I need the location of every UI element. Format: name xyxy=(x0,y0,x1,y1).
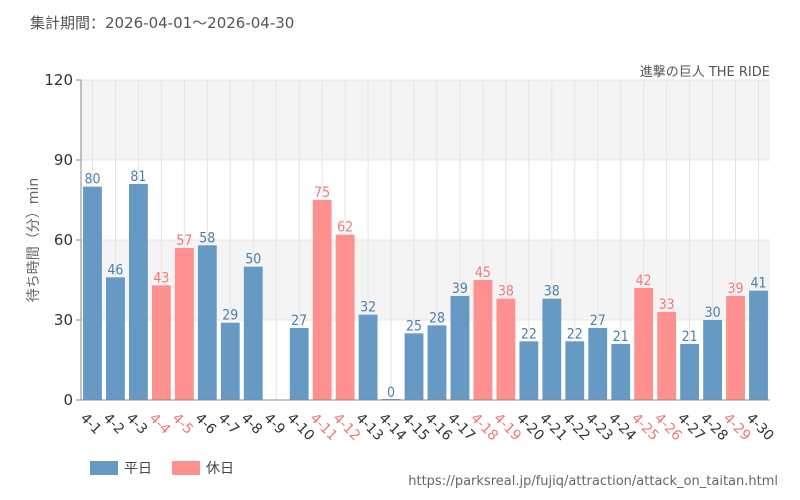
value-label: 39 xyxy=(452,281,468,297)
x-tick-label: 4-7 xyxy=(215,410,242,437)
legend-item-holiday: 休日 xyxy=(172,458,234,478)
legend-swatch-holiday xyxy=(172,461,200,475)
value-label: 81 xyxy=(130,169,146,185)
bar xyxy=(243,266,263,400)
bar xyxy=(427,325,447,400)
bar xyxy=(680,344,700,400)
plot-background-bands xyxy=(81,80,770,320)
y-axis-label: 待ち時間（分）min xyxy=(26,178,42,302)
bar xyxy=(542,298,562,400)
value-label: 38 xyxy=(498,284,514,300)
value-label: 39 xyxy=(728,281,744,297)
bar xyxy=(496,298,516,400)
legend-label-holiday: 休日 xyxy=(206,461,234,477)
x-tick-label: 4-3 xyxy=(123,410,150,437)
bar xyxy=(312,200,332,400)
y-tick-labels: 0 30 60 90 120 xyxy=(44,71,73,409)
value-label: 58 xyxy=(199,230,215,246)
bar xyxy=(611,344,631,400)
bar xyxy=(335,234,355,400)
bar xyxy=(634,288,654,400)
x-tick-label: 4-9 xyxy=(261,410,288,437)
value-label: 33 xyxy=(659,297,675,313)
bar xyxy=(174,248,194,400)
value-label: 62 xyxy=(337,220,353,236)
value-label: 29 xyxy=(222,308,238,324)
bar xyxy=(151,285,171,400)
bar xyxy=(83,186,102,400)
legend-label-weekday: 平日 xyxy=(124,461,152,477)
value-label: 27 xyxy=(291,313,307,329)
value-label: 50 xyxy=(245,252,261,268)
bar-chart: 0 30 60 90 120 80 46 81 43 57 58 29 50 27 75 62 32 0 25 28… xyxy=(26,71,777,444)
bar xyxy=(726,296,745,400)
background-band xyxy=(81,80,770,160)
value-label: 32 xyxy=(360,300,376,316)
value-label: 21 xyxy=(682,329,698,345)
bar xyxy=(197,245,217,400)
value-label: 80 xyxy=(84,172,100,188)
value-label: 27 xyxy=(590,313,606,329)
x-tick-label: 4-1 xyxy=(77,410,104,437)
y-tick-label: 0 xyxy=(63,391,73,409)
value-label: 22 xyxy=(521,326,537,342)
value-label: 43 xyxy=(153,270,169,286)
bar xyxy=(450,296,470,400)
value-label: 45 xyxy=(475,265,491,281)
legend-item-weekday: 平日 xyxy=(90,458,152,478)
bar xyxy=(220,322,240,400)
bar xyxy=(588,328,608,400)
value-label: 41 xyxy=(751,276,767,292)
background-band xyxy=(81,240,770,320)
axes xyxy=(76,79,770,401)
y-tick-label: 60 xyxy=(54,231,73,249)
value-label: 42 xyxy=(636,273,652,289)
x-tick-label: 4-2 xyxy=(100,410,127,437)
chart-title: 進撃の巨人 THE RIDE xyxy=(639,65,770,80)
y-tick-label: 30 xyxy=(54,311,73,329)
bar xyxy=(473,280,493,400)
bar xyxy=(703,320,722,400)
value-label: 22 xyxy=(567,326,583,342)
x-tick-label: 4-4 xyxy=(146,410,174,438)
bar xyxy=(749,290,768,400)
value-label: 21 xyxy=(613,329,629,345)
bar xyxy=(519,341,539,400)
legend-swatch-weekday xyxy=(90,461,118,475)
x-tick-label: 4-8 xyxy=(238,410,265,437)
y-tick-label: 90 xyxy=(54,151,73,169)
value-label: 0 xyxy=(387,385,395,401)
value-label: 30 xyxy=(705,305,721,321)
x-tick-labels: 4-14-24-34-44-54-64-74-84-94-104-114-124… xyxy=(77,410,777,444)
value-label: 57 xyxy=(176,233,192,249)
x-tick-label: 4-5 xyxy=(169,410,196,437)
source-url: https://parksreal.jp/fujiq/attraction/at… xyxy=(408,474,778,489)
x-tick-label: 4-6 xyxy=(192,410,220,438)
bar xyxy=(657,312,677,400)
value-label: 46 xyxy=(107,262,123,278)
value-label: 25 xyxy=(406,318,422,334)
period-label: 集計期間：2026-04-01〜2026-04-30 xyxy=(30,14,295,32)
bar xyxy=(565,341,585,400)
bar xyxy=(404,333,424,400)
value-label: 38 xyxy=(544,284,560,300)
y-tick-label: 120 xyxy=(44,71,73,89)
value-label: 75 xyxy=(314,185,330,201)
bar xyxy=(129,184,148,400)
value-labels: 80 46 81 43 57 58 29 50 27 75 62 32 0 25 28 39 45 38 22 38 2… xyxy=(84,169,766,401)
bar xyxy=(358,314,378,400)
bar xyxy=(106,277,125,400)
bar xyxy=(289,328,309,400)
value-label: 28 xyxy=(429,310,445,326)
legend: 平日 休日 xyxy=(90,458,234,478)
bars xyxy=(83,184,768,400)
